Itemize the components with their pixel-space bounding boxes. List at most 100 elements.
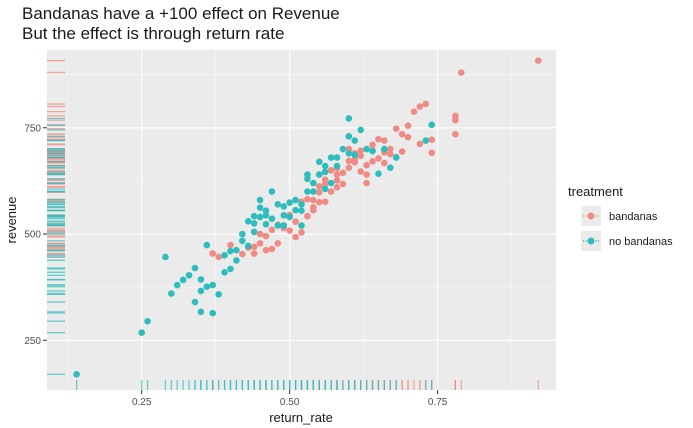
- point-no-bandanas: [274, 200, 282, 208]
- point-no-bandanas: [280, 222, 288, 229]
- point-no-bandanas: [298, 207, 305, 214]
- point-no-bandanas: [274, 222, 282, 229]
- point-bandanas: [298, 229, 305, 236]
- point-no-bandanas: [280, 203, 288, 210]
- point-no-bandanas: [227, 247, 234, 255]
- point-bandanas: [333, 183, 341, 191]
- point-no-bandanas: [292, 196, 299, 204]
- y-axis-title: revenue: [4, 197, 19, 244]
- point-no-bandanas: [369, 147, 376, 155]
- point-bandanas: [209, 250, 217, 257]
- point-bandanas: [369, 158, 376, 165]
- point-bandanas: [333, 177, 341, 184]
- point-bandanas: [321, 176, 329, 183]
- point-no-bandanas: [292, 206, 299, 214]
- point-no-bandanas: [310, 188, 317, 195]
- point-no-bandanas: [256, 196, 264, 204]
- point-no-bandanas: [315, 171, 323, 178]
- point-no-bandanas: [138, 329, 145, 336]
- point-no-bandanas: [327, 154, 335, 161]
- point-no-bandanas: [386, 164, 394, 172]
- y-tick-label: 250: [24, 336, 41, 347]
- point-bandanas: [386, 150, 394, 158]
- point-bandanas: [381, 137, 388, 144]
- point-bandanas: [339, 180, 347, 188]
- point-no-bandanas: [315, 158, 323, 166]
- point-no-bandanas: [244, 217, 252, 225]
- point-bandanas: [363, 171, 370, 178]
- point-no-bandanas: [239, 237, 246, 245]
- x-tick-label: 0.50: [280, 397, 300, 408]
- point-no-bandanas: [203, 241, 211, 249]
- point-bandanas: [310, 196, 317, 204]
- point-bandanas: [239, 250, 246, 258]
- point-bandanas: [256, 240, 264, 247]
- point-no-bandanas: [363, 145, 370, 153]
- point-bandanas: [292, 233, 299, 241]
- chart-subtitle: But the effect is through return rate: [22, 24, 284, 43]
- point-bandanas: [375, 135, 382, 143]
- point-no-bandanas: [256, 204, 264, 211]
- legend-key-no-bandanas: [587, 237, 595, 245]
- point-no-bandanas: [262, 207, 270, 214]
- point-bandanas: [227, 241, 234, 249]
- point-bandanas: [410, 108, 418, 115]
- point-bandanas: [357, 152, 364, 160]
- point-bandanas: [315, 183, 323, 190]
- point-no-bandanas: [215, 291, 222, 298]
- legend-item-bandanas: bandanas: [581, 206, 658, 226]
- y-tick-label: 500: [24, 230, 41, 241]
- point-bandanas: [268, 226, 276, 234]
- point-bandanas: [398, 130, 406, 138]
- point-bandanas: [304, 195, 311, 203]
- point-bandanas: [268, 245, 276, 253]
- point-no-bandanas: [250, 228, 258, 236]
- legend-label-bandanas: bandanas: [609, 211, 658, 223]
- y-axis-ticks: 250 500 750: [24, 123, 47, 347]
- point-bandanas: [534, 57, 542, 64]
- point-bandanas: [422, 100, 430, 108]
- point-bandanas: [292, 218, 299, 225]
- legend-title: treatment: [568, 184, 623, 199]
- point-bandanas: [357, 147, 364, 155]
- point-bandanas: [357, 168, 364, 175]
- point-no-bandanas: [173, 281, 181, 289]
- point-no-bandanas: [345, 149, 353, 157]
- point-no-bandanas: [286, 213, 293, 221]
- point-no-bandanas: [333, 154, 341, 161]
- point-no-bandanas: [162, 253, 169, 261]
- point-no-bandanas: [185, 271, 193, 279]
- point-no-bandanas: [262, 212, 270, 219]
- legend-key-bandanas: [587, 212, 595, 220]
- point-bandanas: [327, 188, 335, 195]
- point-bandanas: [250, 250, 258, 257]
- point-bandanas: [351, 158, 359, 166]
- point-no-bandanas: [339, 145, 347, 153]
- point-bandanas: [286, 227, 293, 234]
- point-no-bandanas: [203, 283, 211, 291]
- point-bandanas: [452, 130, 459, 138]
- point-no-bandanas: [428, 121, 436, 129]
- point-no-bandanas: [321, 185, 329, 193]
- point-bandanas: [333, 171, 341, 178]
- point-no-bandanas: [250, 220, 258, 227]
- point-no-bandanas: [209, 281, 217, 289]
- point-no-bandanas: [144, 317, 151, 325]
- plot-panel: [47, 50, 556, 390]
- point-bandanas: [256, 230, 264, 238]
- point-no-bandanas: [310, 179, 317, 187]
- x-axis-title: return_rate: [269, 410, 333, 425]
- point-bandanas: [416, 103, 424, 110]
- point-no-bandanas: [357, 126, 364, 134]
- point-bandanas: [262, 232, 270, 240]
- point-bandanas: [398, 148, 406, 155]
- point-bandanas: [250, 243, 258, 251]
- point-bandanas: [339, 169, 347, 177]
- point-no-bandanas: [191, 298, 199, 306]
- point-no-bandanas: [221, 251, 228, 259]
- point-no-bandanas: [280, 212, 288, 219]
- point-bandanas: [392, 125, 400, 132]
- point-bandanas: [321, 198, 329, 206]
- point-no-bandanas: [233, 246, 240, 254]
